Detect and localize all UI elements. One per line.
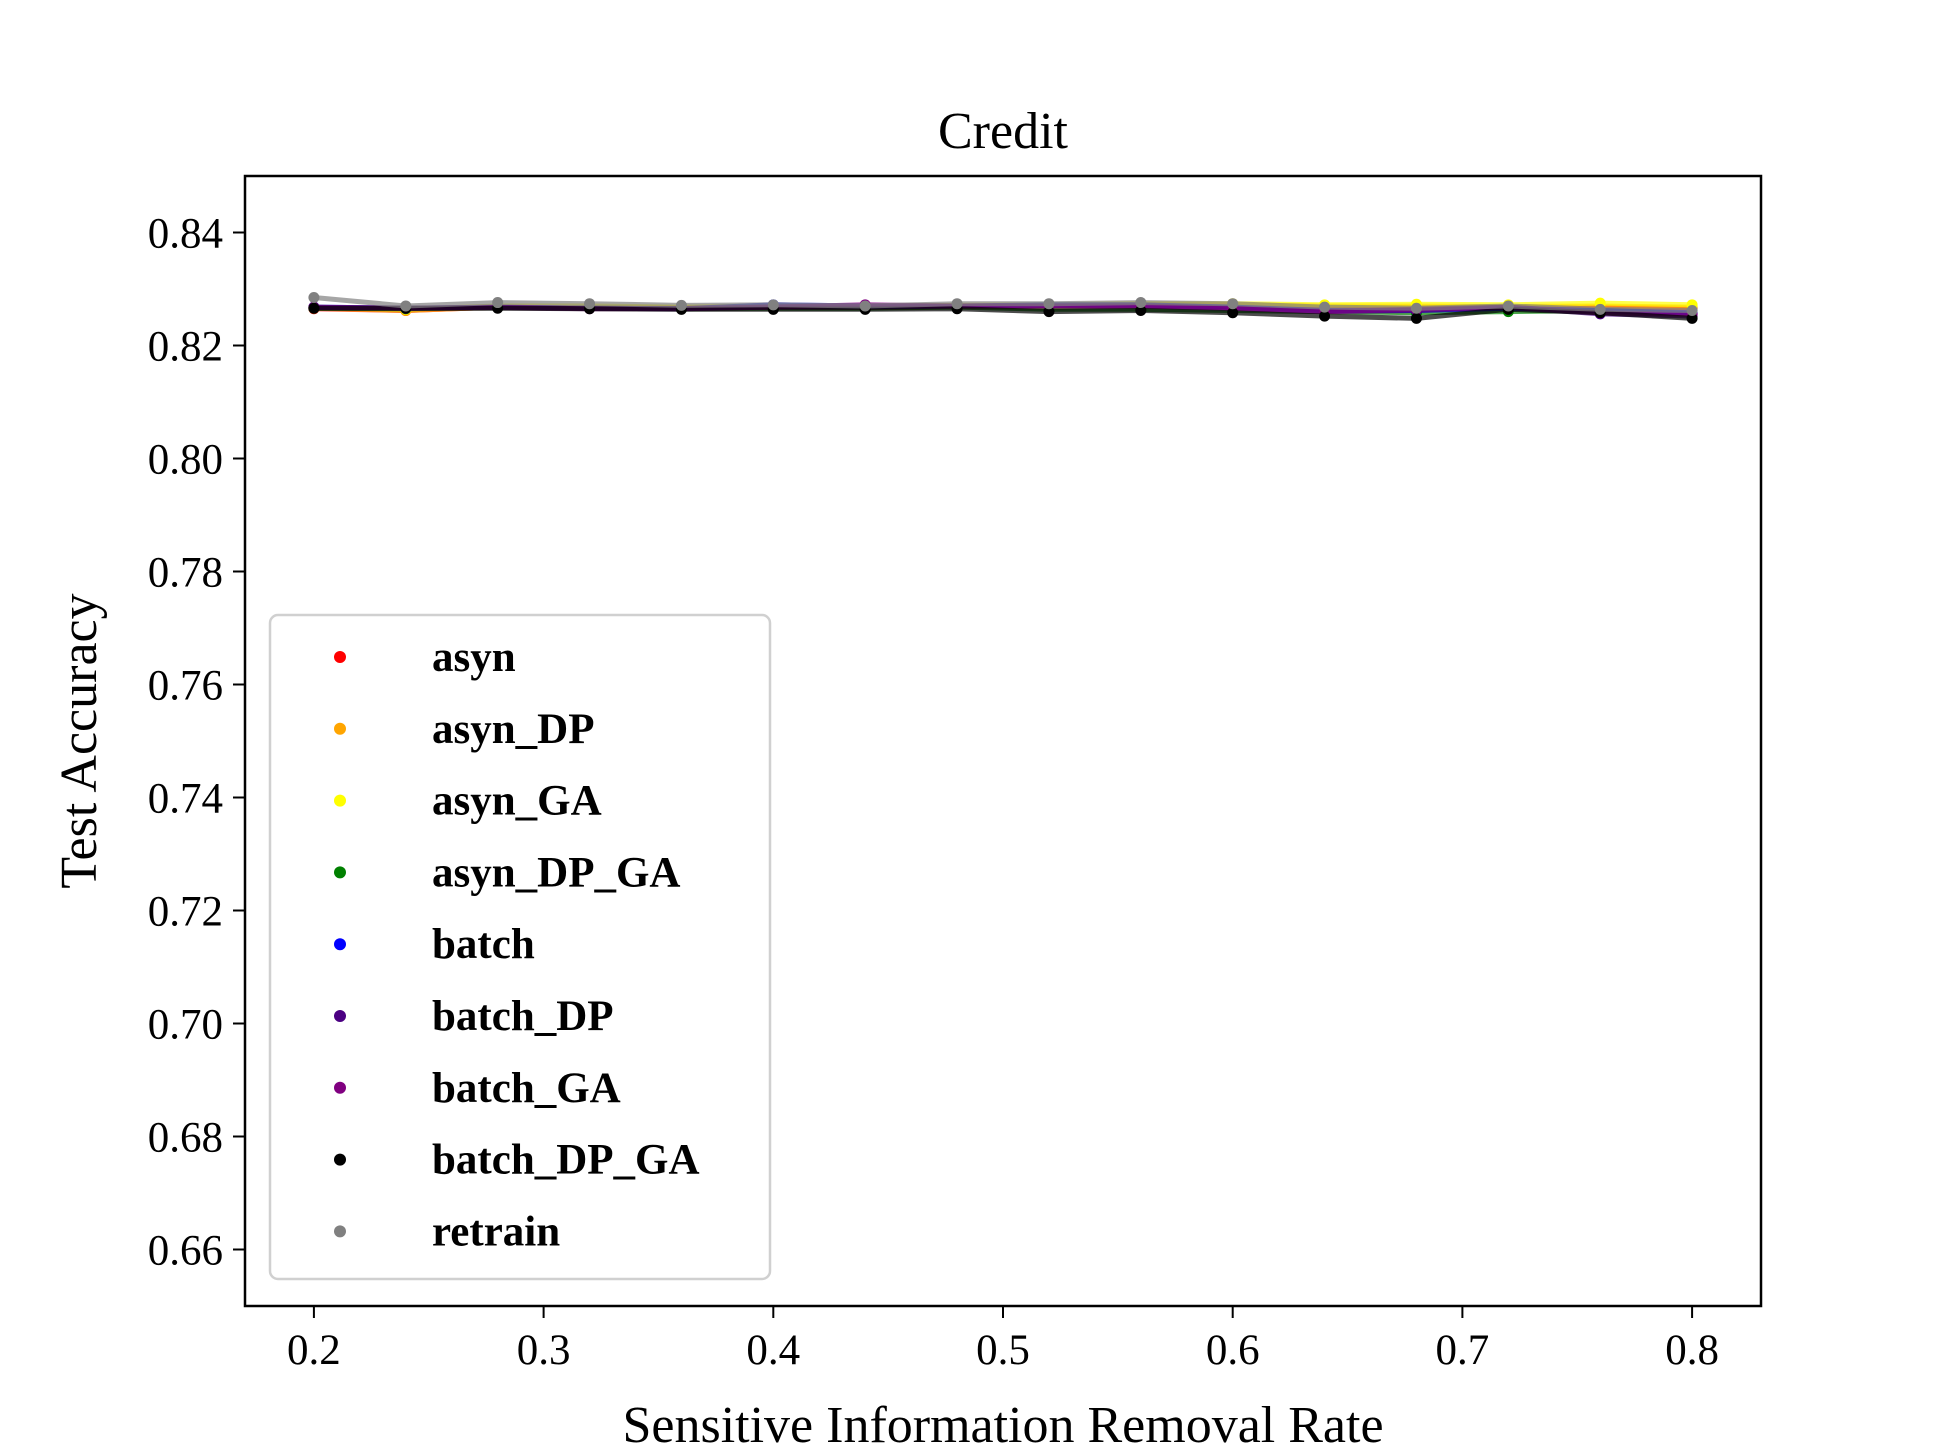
- data-point-batch-dp-ga: [308, 302, 320, 314]
- y-tick-label: 0.66: [148, 1228, 223, 1275]
- chart-title: Credit: [938, 103, 1069, 160]
- y-tick-label: 0.82: [148, 324, 223, 371]
- data-point-retrain: [951, 298, 963, 310]
- data-point-retrain: [1319, 301, 1331, 313]
- legend-marker: [334, 794, 346, 807]
- data-point-retrain: [1502, 300, 1514, 312]
- data-point-retrain: [1686, 304, 1698, 316]
- data-point-retrain: [1410, 302, 1422, 314]
- legend-label: asyn_DP_GA: [432, 849, 680, 896]
- legend-marker: [334, 651, 346, 663]
- x-tick-label: 0.6: [1206, 1327, 1260, 1374]
- legend-label: asyn_DP: [432, 706, 594, 753]
- legend-item-asyn-ga: asyn_GA: [334, 778, 602, 825]
- legend-label: batch_GA: [432, 1065, 621, 1112]
- y-tick-label: 0.76: [148, 663, 223, 710]
- x-tick-label: 0.8: [1665, 1327, 1719, 1374]
- y-axis-label: Test Accuracy: [51, 593, 108, 888]
- legend-item-asyn: asyn: [334, 634, 516, 681]
- data-point-retrain: [492, 297, 504, 309]
- y-tick-label: 0.78: [148, 550, 223, 597]
- y-tick-label: 0.72: [148, 889, 223, 936]
- legend-label: retrain: [432, 1208, 560, 1255]
- legend-item-asyn-dp-ga: asyn_DP_GA: [334, 849, 680, 896]
- legend-label: asyn: [432, 634, 516, 681]
- data-point-batch-dp-ga: [1043, 306, 1055, 318]
- x-tick-label: 0.2: [287, 1327, 341, 1374]
- data-point-retrain: [584, 298, 596, 310]
- series-line-retrain: [313, 295, 1693, 313]
- legend-marker: [334, 1153, 346, 1166]
- data-point-retrain: [767, 299, 779, 311]
- data-point-retrain: [400, 300, 412, 312]
- data-point-batch-dp-ga: [1135, 304, 1147, 316]
- legend-marker: [334, 1225, 346, 1238]
- axis-ticks: 0.2 0.3 0.4 0.5 0.6 0.7 0.8 0.66 0.68 0.70 0.72 0.7…: [148, 211, 1719, 1375]
- plot-area: [308, 291, 1698, 324]
- data-point-retrain: [308, 291, 320, 303]
- series-retrain: [308, 291, 1698, 316]
- data-point-batch-dp-ga: [1227, 307, 1239, 319]
- data-point-retrain: [1594, 303, 1606, 315]
- legend-marker: [334, 866, 346, 879]
- y-tick-label: 0.80: [148, 437, 223, 484]
- legend-item-batch-dp-ga: batch_DP_GA: [334, 1137, 700, 1184]
- legend-label: batch_DP: [432, 993, 614, 1040]
- legend-marker: [334, 938, 346, 951]
- legend-label: batch_DP_GA: [432, 1137, 700, 1184]
- data-point-retrain: [1043, 298, 1055, 310]
- legend-label: asyn_GA: [432, 778, 602, 825]
- data-point-batch-dp-ga: [1319, 310, 1331, 322]
- y-tick-label: 0.70: [148, 1002, 223, 1049]
- data-point-batch-dp-ga: [1686, 312, 1698, 324]
- legend-marker: [334, 1010, 346, 1022]
- data-point-retrain: [1227, 298, 1239, 310]
- legend-item-retrain: retrain: [334, 1208, 560, 1255]
- x-tick-label: 0.3: [517, 1327, 571, 1374]
- legend-label: batch: [432, 921, 535, 968]
- legend-item-batch-dp: batch_DP: [334, 993, 614, 1040]
- x-tick-label: 0.5: [976, 1327, 1030, 1374]
- x-tick-label: 0.7: [1436, 1327, 1490, 1374]
- data-point-retrain: [859, 300, 871, 312]
- series-line-batch-dp-ga: [313, 305, 1693, 321]
- y-tick-label: 0.68: [148, 1115, 223, 1162]
- legend-item-batch-ga: batch_GA: [334, 1065, 621, 1112]
- legend-item-batch: batch: [334, 921, 535, 968]
- legend-item-asyn-dp: asyn_DP: [334, 706, 594, 753]
- data-point-retrain: [1135, 297, 1147, 309]
- data-point-retrain: [675, 299, 687, 311]
- legend-box: [268, 613, 772, 1281]
- legend-marker: [334, 1081, 346, 1094]
- x-tick-label: 0.4: [746, 1327, 800, 1374]
- x-axis-label: Sensitive Information Removal Rate: [622, 1397, 1383, 1453]
- y-tick-label: 0.74: [148, 776, 223, 823]
- legend-marker: [334, 722, 346, 735]
- y-tick-label: 0.84: [148, 211, 223, 258]
- data-point-batch-dp-ga: [1410, 312, 1422, 324]
